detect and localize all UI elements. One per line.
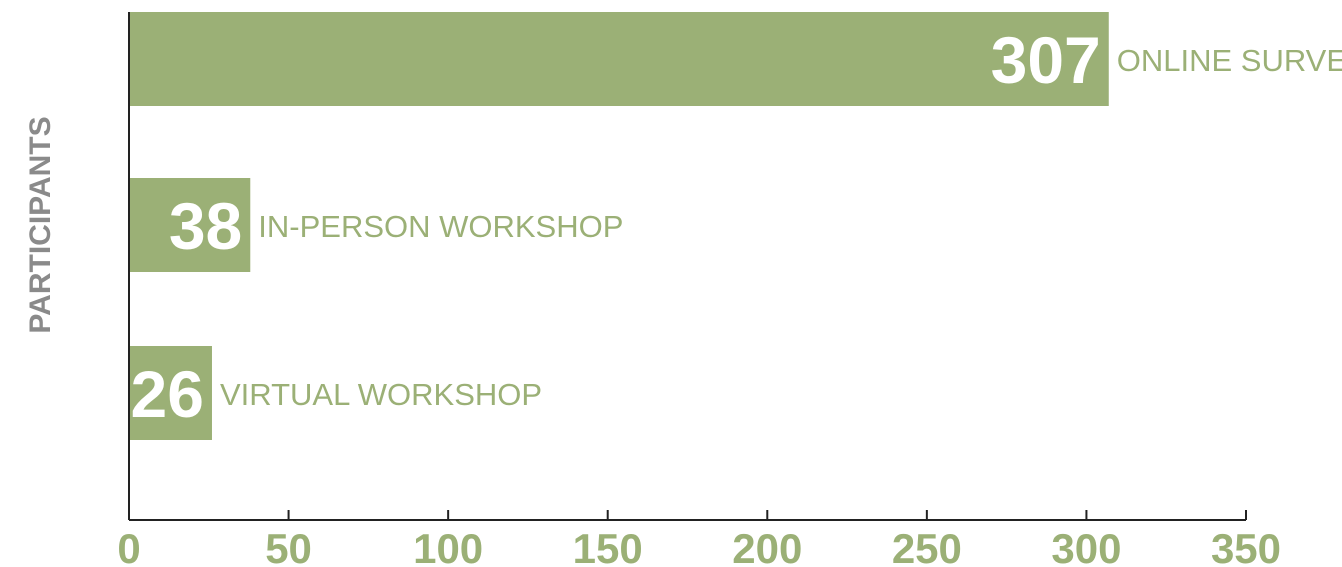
category-label-2: VIRTUAL WORKSHOP (220, 377, 542, 412)
axes-group: 0 50 100 150 200 250 300 350 (117, 12, 1281, 567)
x-tick-label-0: 0 (117, 525, 140, 567)
x-tick-label-3: 150 (573, 525, 643, 567)
bar-0 (129, 12, 1109, 106)
category-label-0: ONLINE SURVEY (1117, 43, 1342, 78)
x-tick-label-6: 300 (1051, 525, 1121, 567)
x-tick-label-4: 200 (732, 525, 802, 567)
data-label-0: 307 (991, 23, 1101, 97)
x-tick-label-7: 350 (1211, 525, 1281, 567)
bar-2 (129, 346, 212, 440)
x-tick-label-1: 50 (265, 525, 312, 567)
data-label-2: 26 (131, 357, 204, 431)
labels-group: 307 ONLINE SURVEY 38 IN-PERSON WORKSHOP 26 VI… (131, 23, 1342, 431)
x-tick-label-5: 250 (892, 525, 962, 567)
bars-group (129, 12, 1109, 440)
y-axis-title: PARTICIPANTS (24, 116, 57, 333)
bar-1 (129, 178, 251, 272)
x-tick-label-2: 100 (413, 525, 483, 567)
data-label-1: 38 (169, 189, 242, 263)
category-label-1: IN-PERSON WORKSHOP (258, 209, 623, 244)
